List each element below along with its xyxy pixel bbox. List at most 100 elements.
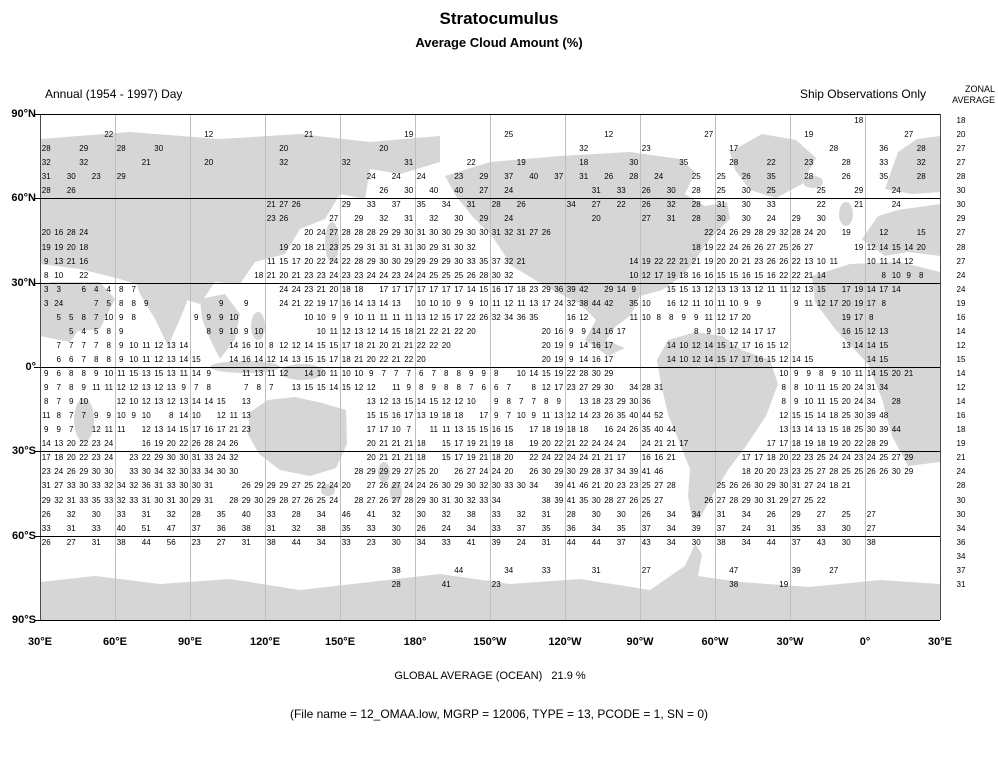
cell-value: 10 bbox=[816, 256, 826, 266]
cell-value: 13 bbox=[291, 354, 301, 364]
cell-value: 9 bbox=[481, 369, 486, 379]
cell-value: 28 bbox=[691, 200, 701, 210]
zonal-average-value: 27 bbox=[956, 158, 966, 168]
cell-value: 32 bbox=[466, 242, 476, 252]
grid-line-horizontal bbox=[40, 620, 940, 621]
cell-value: 14 bbox=[704, 340, 714, 350]
cell-value: 35 bbox=[616, 523, 626, 533]
cell-value: 14 bbox=[591, 326, 601, 336]
cell-value: 24 bbox=[391, 172, 401, 182]
zonal-average-value: 27 bbox=[956, 256, 966, 266]
cell-value: 10 bbox=[441, 298, 451, 308]
cell-value: 21 bbox=[391, 340, 401, 350]
cell-value: 29 bbox=[904, 467, 914, 477]
zonal-label-line2: AVERAGE bbox=[952, 95, 995, 105]
cell-value: 24 bbox=[829, 453, 839, 463]
cell-value: 20 bbox=[366, 354, 376, 364]
cell-value: 31 bbox=[416, 228, 426, 238]
cell-value: 19 bbox=[316, 298, 326, 308]
cell-value: 24 bbox=[891, 186, 901, 196]
zonal-average-value: 28 bbox=[956, 481, 966, 491]
cell-value: 35 bbox=[766, 172, 776, 182]
cell-value: 23 bbox=[304, 270, 314, 280]
cell-value: 34 bbox=[666, 537, 676, 547]
cell-value: 28 bbox=[341, 228, 351, 238]
cell-value: 16 bbox=[341, 298, 351, 308]
cell-value: 29 bbox=[429, 242, 439, 252]
cell-value: 37 bbox=[791, 537, 801, 547]
cell-value: 9 bbox=[494, 397, 499, 407]
cell-value: 9 bbox=[44, 425, 49, 435]
cell-value: 10 bbox=[254, 340, 264, 350]
cell-value: 13 bbox=[804, 284, 814, 294]
landmass-australia bbox=[248, 397, 347, 476]
cell-value: 11 bbox=[879, 256, 888, 266]
cell-value: 18 bbox=[791, 439, 801, 449]
cell-value: 29 bbox=[604, 369, 614, 379]
cell-value: 25 bbox=[766, 186, 776, 196]
zonal-average-value: 24 bbox=[956, 467, 966, 477]
landmass-africa bbox=[812, 262, 940, 466]
cell-value: 29 bbox=[429, 256, 439, 266]
cell-value: 28 bbox=[41, 144, 51, 154]
cell-value: 12 bbox=[166, 397, 176, 407]
cell-value: 14 bbox=[191, 369, 201, 379]
cell-value: 12 bbox=[904, 256, 914, 266]
cell-value: 11 bbox=[329, 369, 338, 379]
cell-value: 30 bbox=[466, 481, 476, 491]
cell-value: 21 bbox=[841, 481, 851, 491]
cell-value: 9 bbox=[331, 312, 336, 322]
cell-value: 31 bbox=[541, 537, 551, 547]
cell-value: 26 bbox=[41, 509, 51, 519]
cell-value: 37 bbox=[716, 523, 726, 533]
cell-value: 5 bbox=[69, 326, 74, 336]
cell-value: 30 bbox=[629, 397, 639, 407]
cell-value: 10 bbox=[804, 383, 814, 393]
cell-value: 19 bbox=[466, 439, 476, 449]
cell-value: 37 bbox=[491, 256, 501, 266]
cell-value: 17 bbox=[391, 284, 401, 294]
cell-value: 9 bbox=[494, 411, 499, 421]
cell-value: 36 bbox=[566, 523, 576, 533]
cell-value: 21 bbox=[266, 270, 276, 280]
cell-value: 24 bbox=[616, 439, 626, 449]
cell-value: 10 bbox=[141, 411, 151, 421]
cell-value: 22 bbox=[529, 453, 539, 463]
cell-value: 20 bbox=[766, 467, 776, 477]
cell-value: 14 bbox=[666, 354, 676, 364]
cell-value: 13 bbox=[241, 411, 251, 421]
cell-value: 22 bbox=[429, 340, 439, 350]
cell-value: 13 bbox=[366, 397, 376, 407]
cell-value: 12 bbox=[216, 411, 226, 421]
cell-value: 30 bbox=[179, 453, 189, 463]
cell-value: 11 bbox=[267, 256, 276, 266]
cell-value: 25 bbox=[779, 242, 789, 252]
cell-value: 29 bbox=[404, 256, 414, 266]
cell-value: 21 bbox=[741, 256, 751, 266]
cell-value: 15 bbox=[879, 340, 889, 350]
cell-value: 29 bbox=[191, 495, 201, 505]
cell-value: 22 bbox=[854, 439, 864, 449]
cell-value: 44 bbox=[666, 425, 676, 435]
cell-value: 15 bbox=[329, 340, 339, 350]
cell-value: 44 bbox=[141, 537, 151, 547]
cell-value: 28 bbox=[791, 228, 801, 238]
cell-value: 5 bbox=[69, 312, 74, 322]
cell-value: 18 bbox=[304, 242, 314, 252]
cell-value: 34 bbox=[616, 467, 626, 477]
cell-value: 27 bbox=[716, 495, 726, 505]
zonal-average-value: 14 bbox=[956, 397, 966, 407]
cell-value: 23 bbox=[529, 284, 539, 294]
cell-value: 10 bbox=[779, 369, 789, 379]
cell-value: 15 bbox=[504, 425, 514, 435]
cell-value: 44 bbox=[641, 411, 651, 421]
cell-value: 10 bbox=[304, 312, 314, 322]
cell-value: 7 bbox=[94, 340, 99, 350]
cell-value: 32 bbox=[104, 481, 114, 491]
cell-value: 30 bbox=[479, 228, 489, 238]
cell-value: 24 bbox=[766, 214, 776, 224]
cell-value: 29 bbox=[354, 242, 364, 252]
cell-value: 24 bbox=[279, 284, 289, 294]
cell-value: 15 bbox=[304, 383, 314, 393]
